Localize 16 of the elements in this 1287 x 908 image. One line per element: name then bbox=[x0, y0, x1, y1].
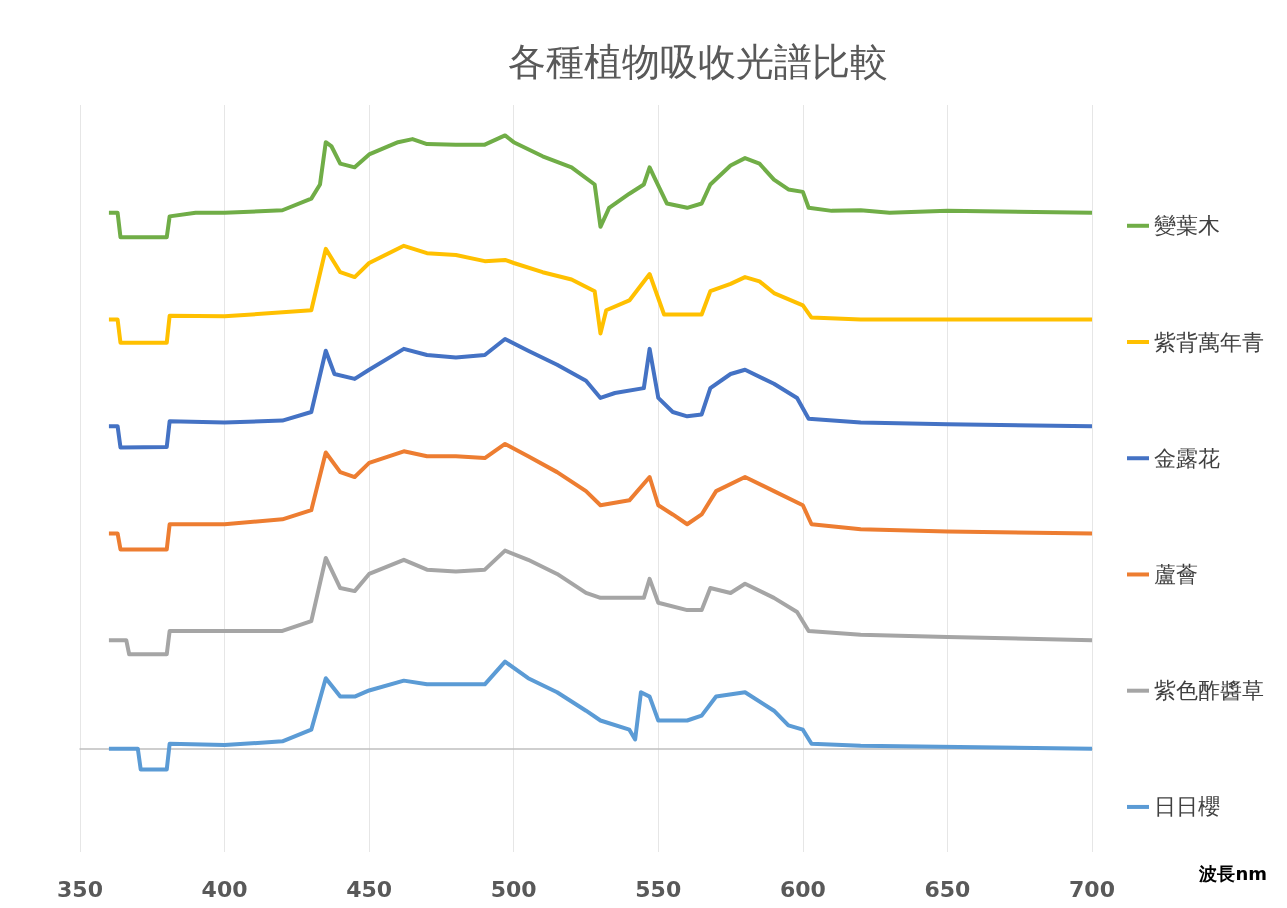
chart-title: 各種植物吸收光譜比較 bbox=[508, 40, 888, 84]
x-tick-label: 700 bbox=[1069, 876, 1115, 902]
legend-label: 金露花 bbox=[1154, 445, 1220, 471]
legend-label: 紫色酢醬草 bbox=[1154, 678, 1264, 704]
x-tick-label: 450 bbox=[346, 876, 393, 902]
legend-label: 變葉木 bbox=[1154, 213, 1220, 239]
x-tick-label: 650 bbox=[924, 876, 971, 902]
x-axis-title: 波長nm bbox=[1198, 862, 1268, 884]
legend-label: 蘆薈 bbox=[1154, 561, 1198, 587]
x-tick-label: 600 bbox=[779, 876, 826, 902]
legend-label: 日日櫻 bbox=[1154, 794, 1220, 820]
legend-label: 紫背萬年青 bbox=[1154, 329, 1264, 355]
x-tick-label: 500 bbox=[490, 876, 537, 902]
x-tick-label: 550 bbox=[635, 876, 682, 902]
x-tick-label: 400 bbox=[201, 876, 248, 902]
x-tick-label: 350 bbox=[57, 876, 103, 902]
